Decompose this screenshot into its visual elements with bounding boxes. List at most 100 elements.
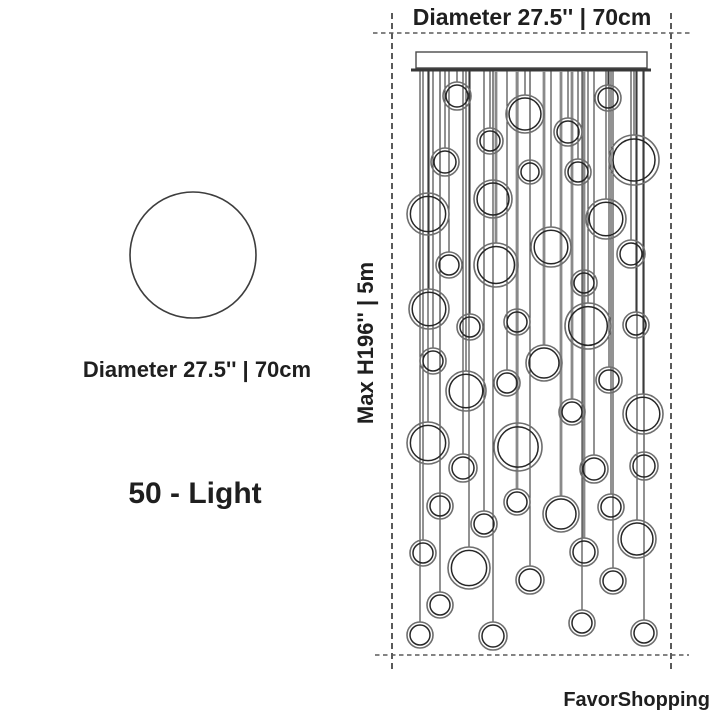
chandelier-ring	[622, 311, 650, 339]
chandelier-ring	[608, 134, 660, 186]
chandelier-ring-inner	[409, 195, 447, 233]
top-diameter-label: Diameter 27.5'' | 70cm	[412, 4, 652, 30]
chandelier-ring-inner	[506, 491, 528, 513]
chandelier-ring-inner	[572, 540, 596, 564]
chandelier-ring	[517, 159, 543, 185]
chandelier-ring	[406, 421, 450, 465]
chandelier-ring-inner	[476, 182, 510, 216]
chandelier-ring	[409, 539, 437, 567]
chandelier-ring-inner	[412, 542, 434, 564]
chandelier-ring-inner	[567, 161, 589, 183]
chandelier-ring-inner	[476, 245, 516, 285]
chandelier-ring	[616, 239, 646, 269]
chandelier-ring-inner	[600, 496, 622, 518]
chandelier-ring-inner	[497, 426, 539, 468]
chandelier-ring	[445, 370, 487, 412]
chandelier-ring	[426, 492, 454, 520]
chandelier-ring	[630, 619, 658, 647]
chandelier-ring	[448, 453, 478, 483]
chandelier-ring	[503, 488, 531, 516]
chandelier-ring	[473, 242, 519, 288]
chandelier-ring	[435, 251, 463, 279]
chandelier-ring	[542, 495, 580, 533]
chandelier-ring-inner	[567, 305, 609, 347]
canopy-diameter-label: Diameter 27.5'' | 70cm	[82, 357, 312, 382]
chandelier-ring-inner	[612, 138, 656, 182]
chandelier-ring-inner	[561, 401, 583, 423]
chandelier-ring	[442, 81, 472, 111]
chandelier-ring-inner	[556, 120, 580, 144]
chandelier-ring-inner	[520, 162, 540, 182]
chandelier-ring	[473, 179, 513, 219]
chandelier-ring-inner	[481, 624, 505, 648]
chandelier-ring-inner	[496, 372, 518, 394]
chandelier-ring-inner	[518, 568, 542, 592]
brand-watermark: FavorShopping	[563, 689, 710, 711]
chandelier-ring-inner	[620, 522, 654, 556]
chandelier-ring	[629, 451, 659, 481]
chandelier-ring-inner	[545, 498, 577, 530]
chandelier-ring	[558, 398, 586, 426]
chandelier-ring	[553, 117, 583, 147]
chandelier-ring	[478, 621, 508, 651]
chandelier-ring	[622, 393, 664, 435]
light-count-label: 50 - Light	[128, 477, 262, 510]
chandelier-ring	[585, 198, 627, 240]
chandelier-ring	[456, 313, 484, 341]
chandelier-ring	[564, 158, 592, 186]
chandelier-ring	[597, 493, 625, 521]
chandelier-ring	[515, 565, 545, 595]
chandelier-ring	[419, 347, 447, 375]
chandelier-ring-inner	[411, 291, 447, 327]
chandelier-ring	[617, 519, 657, 559]
chandelier-ring-inner	[528, 347, 560, 379]
chandelier-ring	[503, 308, 531, 336]
chandelier-ring-inner	[459, 316, 481, 338]
canopy-top-view-circle	[129, 191, 257, 319]
chandelier-ring	[493, 422, 543, 472]
chandelier-ring	[493, 369, 521, 397]
chandelier-ring-inner	[409, 624, 431, 646]
chandelier-ring	[568, 609, 596, 637]
chandelier-ring	[505, 94, 545, 134]
chandelier-ring	[579, 454, 609, 484]
chandelier-ring	[406, 621, 434, 649]
chandelier-ring	[470, 510, 498, 538]
chandelier-ring	[430, 147, 460, 177]
chandelier-ring-inner	[582, 457, 606, 481]
chandelier-ring	[564, 302, 612, 350]
chandelier-ring	[570, 269, 598, 297]
chandelier-ring-inner	[429, 495, 451, 517]
chandelier-ring-inner	[438, 254, 460, 276]
chandelier-ring-inner	[533, 229, 569, 265]
chandelier-ring-inner	[422, 350, 444, 372]
max-height-label: Max H196'' | 5m	[353, 261, 378, 425]
chandelier-ring-inner	[451, 456, 475, 480]
chandelier-ring-inner	[473, 513, 495, 535]
chandelier-ring	[426, 591, 454, 619]
chandelier-ring-inner	[445, 84, 469, 108]
chandelier-ring	[595, 366, 623, 394]
chandelier-ring	[447, 546, 491, 590]
chandelier-ring-inner	[573, 272, 595, 294]
chandelier-ring	[408, 288, 450, 330]
chandelier-ring-inner	[506, 311, 528, 333]
chandelier-ring-inner	[625, 396, 661, 432]
chandelier-ring-inner	[597, 87, 619, 109]
chandelier-ring-inner	[433, 150, 457, 174]
chandelier-ring-inner	[409, 424, 447, 462]
ceiling-plate	[415, 51, 648, 69]
chandelier-ring-inner	[602, 570, 624, 592]
chandelier-ring	[406, 192, 450, 236]
chandelier-ring	[594, 84, 622, 112]
chandelier-ring	[569, 537, 599, 567]
chandelier-ring-inner	[619, 242, 643, 266]
chandelier-ring	[476, 127, 504, 155]
chandelier-ring-inner	[588, 201, 624, 237]
chandelier-ring-inner	[633, 622, 655, 644]
chandelier-ring-inner	[429, 594, 451, 616]
chandelier-ring-inner	[598, 369, 620, 391]
chandelier-ring	[599, 567, 627, 595]
